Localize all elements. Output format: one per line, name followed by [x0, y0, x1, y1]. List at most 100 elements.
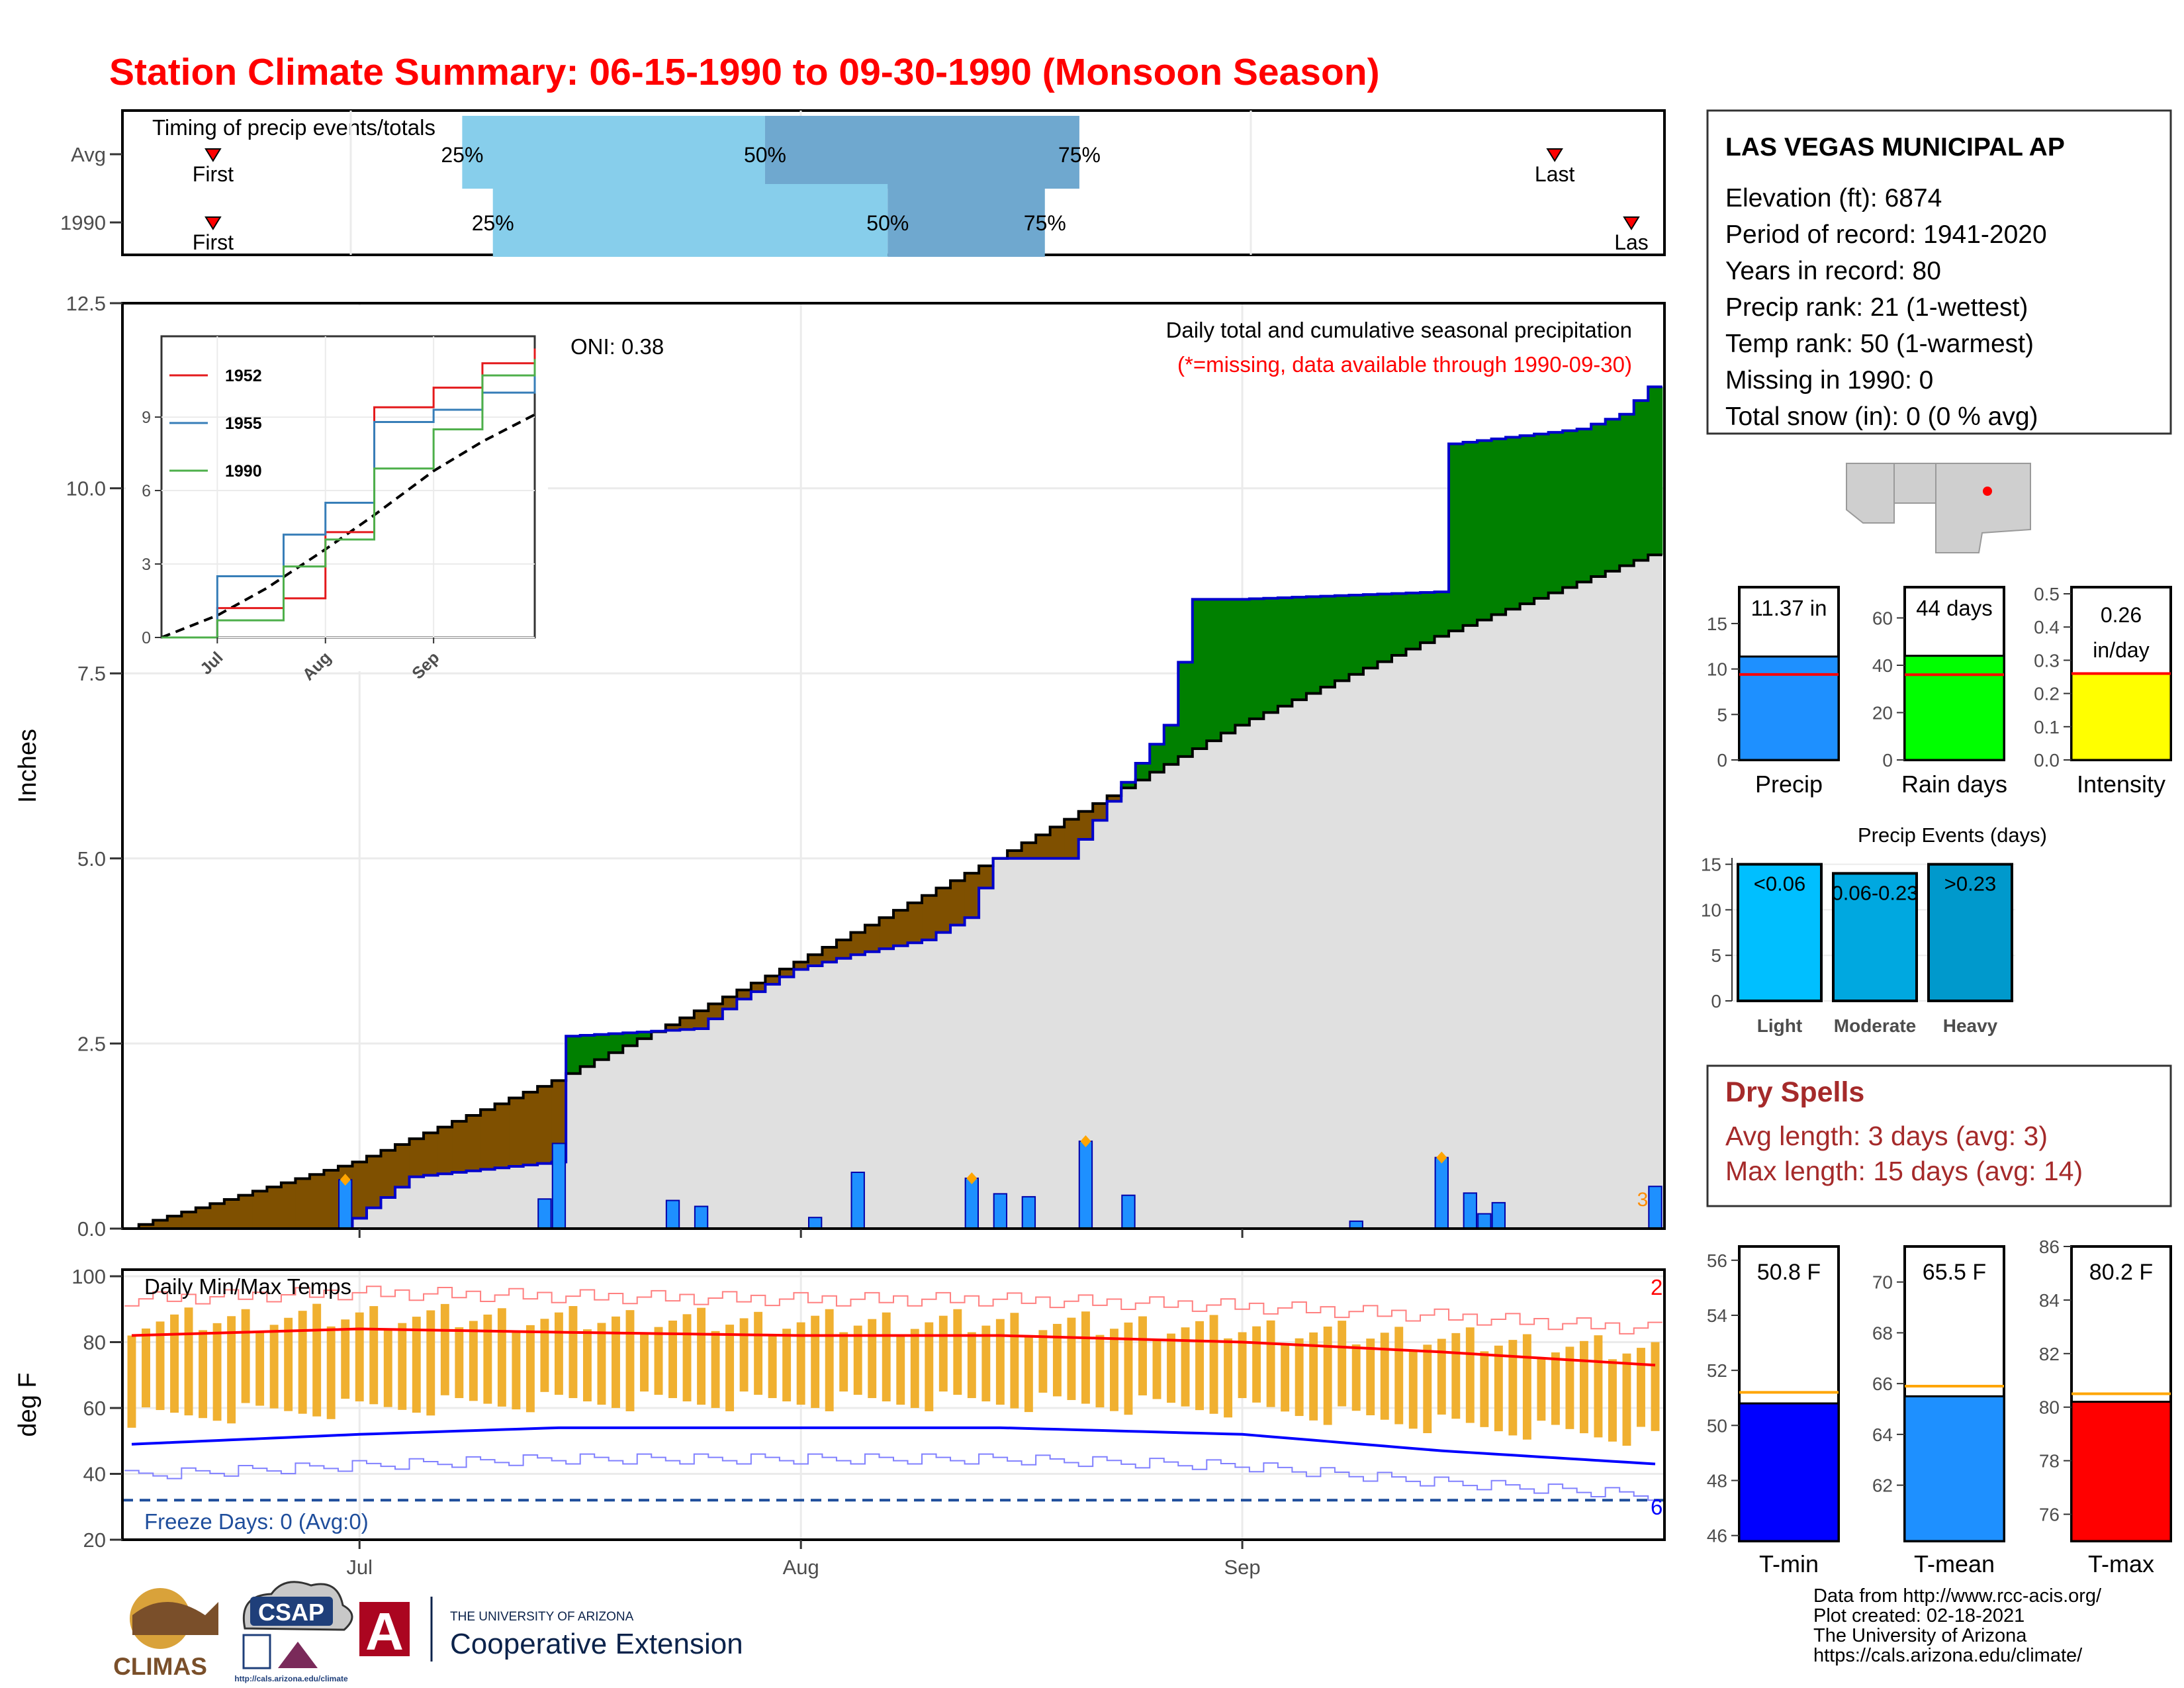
daily-temp-bar — [754, 1311, 763, 1395]
daily-temp-bar — [640, 1333, 649, 1392]
location-map — [1844, 461, 2035, 562]
gauge-ytick-label: 0 — [1717, 750, 1727, 771]
below-normal-segment — [893, 910, 909, 946]
events-ytick-label: 10 — [1701, 900, 1721, 920]
above-normal-segment — [623, 1033, 638, 1046]
daily-temp-bar — [569, 1306, 578, 1399]
daily-temp-bar — [369, 1306, 379, 1405]
above-normal-segment — [1563, 430, 1578, 588]
footer-line: The University of Arizona — [1813, 1625, 2027, 1646]
below-normal-segment — [195, 1207, 210, 1229]
below-normal-segment — [1093, 803, 1108, 821]
timing-q25-q50-bar — [462, 116, 765, 189]
below-normal-segment — [153, 1220, 168, 1229]
below-normal-segment — [751, 982, 766, 992]
timing-q50-label: 50% — [744, 143, 786, 167]
ua-letter-a: A — [365, 1602, 404, 1661]
below-normal-segment — [281, 1182, 296, 1229]
normal-cumulative-area — [122, 555, 1664, 1229]
daily-precip-bar — [1477, 1213, 1492, 1229]
daily-temp-bar — [525, 1325, 535, 1413]
above-normal-segment — [1520, 436, 1535, 604]
precip-ytick-label: 2.5 — [77, 1032, 106, 1055]
climas-logo: CLIMAS — [113, 1588, 218, 1680]
daily-temp-bar — [612, 1316, 620, 1408]
daily-precip-bar — [665, 1199, 680, 1230]
gauge-ytick-label: 0.5 — [2034, 584, 2060, 604]
daily-temp-bar — [925, 1322, 934, 1411]
summary-gauges: 15 10 5 0 11.37 in Precip 60 40 20 0 44 days Rain d… — [1707, 584, 2172, 798]
below-normal-segment — [907, 902, 923, 943]
daily-temp-bar — [967, 1332, 976, 1399]
daily-temp-bar — [1167, 1333, 1175, 1403]
below-normal-segment — [167, 1216, 182, 1229]
below-normal-segment — [1107, 796, 1122, 802]
below-normal-segment — [1007, 850, 1023, 859]
timing-q75-label: 75% — [1058, 143, 1101, 167]
below-normal-segment — [1064, 819, 1079, 859]
first-event-label: First — [193, 230, 234, 254]
daily-temp-bar — [1338, 1321, 1347, 1407]
daily-precip-bar — [850, 1172, 865, 1229]
temp-gauge-label: T-mean — [1914, 1550, 1995, 1577]
extreme-event-marker — [966, 1172, 978, 1184]
normal-min-line — [131, 1426, 1656, 1466]
csap-text: CSAP — [258, 1599, 324, 1626]
temp-ytick-label: 100 — [71, 1265, 106, 1288]
below-normal-segment — [395, 1144, 410, 1188]
gauge-ytick-label: 40 — [1872, 655, 1893, 676]
gauge-value-part: in/day — [2093, 638, 2149, 662]
daily-temp-bar — [212, 1323, 222, 1421]
daily-precip-bar — [551, 1143, 567, 1230]
gauge-ytick-label: 0.4 — [2034, 617, 2060, 637]
daily-temp-bar — [1579, 1340, 1588, 1434]
daily-precip-bar — [338, 1179, 353, 1229]
below-normal-segment — [850, 932, 866, 955]
climas-landscape-icon — [132, 1602, 218, 1635]
temp-gauge-value: 65.5 F — [1923, 1260, 1986, 1285]
daily-temp-bar — [1423, 1344, 1432, 1434]
daily-temp-bar — [1565, 1346, 1574, 1429]
station-info-line: Missing in 1990: 0 — [1725, 366, 1933, 395]
gauge-bar — [2070, 673, 2172, 761]
timing-q75-label: 75% — [1024, 211, 1066, 235]
daily-precip-bar — [694, 1205, 709, 1229]
daily-temp-bar — [355, 1312, 364, 1402]
daily-temp-bar — [497, 1308, 506, 1407]
normal-cumulative-line — [122, 553, 1662, 1230]
dry-spells-max: Max length: 15 days (avg: 14) — [1725, 1156, 2083, 1186]
daily-temp-bar — [1366, 1338, 1375, 1415]
temp-ytick-label: 60 — [83, 1397, 106, 1420]
inset-series-1990 — [161, 359, 536, 639]
temp-gauge-ytick-label: 46 — [1707, 1526, 1727, 1546]
daily-temp-bar — [326, 1326, 336, 1419]
temp-gauge-ytick-label: 50 — [1707, 1415, 1727, 1436]
events-ytick-label: 5 — [1711, 945, 1721, 966]
gauge-ytick-label: 60 — [1872, 608, 1893, 628]
above-normal-segment — [1491, 439, 1506, 615]
daily-temp-bar — [398, 1323, 407, 1410]
daily-temp-bar — [882, 1312, 891, 1402]
map-state-ut — [1893, 463, 1936, 504]
temp-gauge-ytick-label: 84 — [2039, 1290, 2060, 1311]
below-normal-segment — [879, 917, 894, 949]
daily-precip-bar — [1491, 1201, 1506, 1229]
daily-temp-bar — [483, 1314, 492, 1404]
extreme-event-marker — [1436, 1151, 1447, 1164]
dry-spells-box: Dry Spells Avg length: 3 days (avg: 3) M… — [1706, 1064, 2172, 1207]
temp-gauge-bar — [1903, 1395, 2005, 1542]
daily-temp-bar — [1594, 1335, 1603, 1438]
daily-temp-bar — [682, 1314, 692, 1402]
temp-label: Daily Min/Max Temps — [144, 1274, 351, 1299]
daily-temp-bar — [184, 1307, 193, 1416]
temp-xtick-label: Sep — [1224, 1556, 1261, 1579]
temp-gauge-ytick-label: 78 — [2039, 1451, 2060, 1472]
daily-temp-bar — [825, 1309, 834, 1411]
ua-line1: THE UNIVERSITY OF ARIZONA — [450, 1610, 634, 1624]
inset-legend-label: 1990 — [225, 462, 262, 481]
below-normal-segment — [1078, 811, 1093, 840]
above-normal-segment — [1477, 440, 1492, 620]
daily-temp-bar — [910, 1329, 919, 1408]
